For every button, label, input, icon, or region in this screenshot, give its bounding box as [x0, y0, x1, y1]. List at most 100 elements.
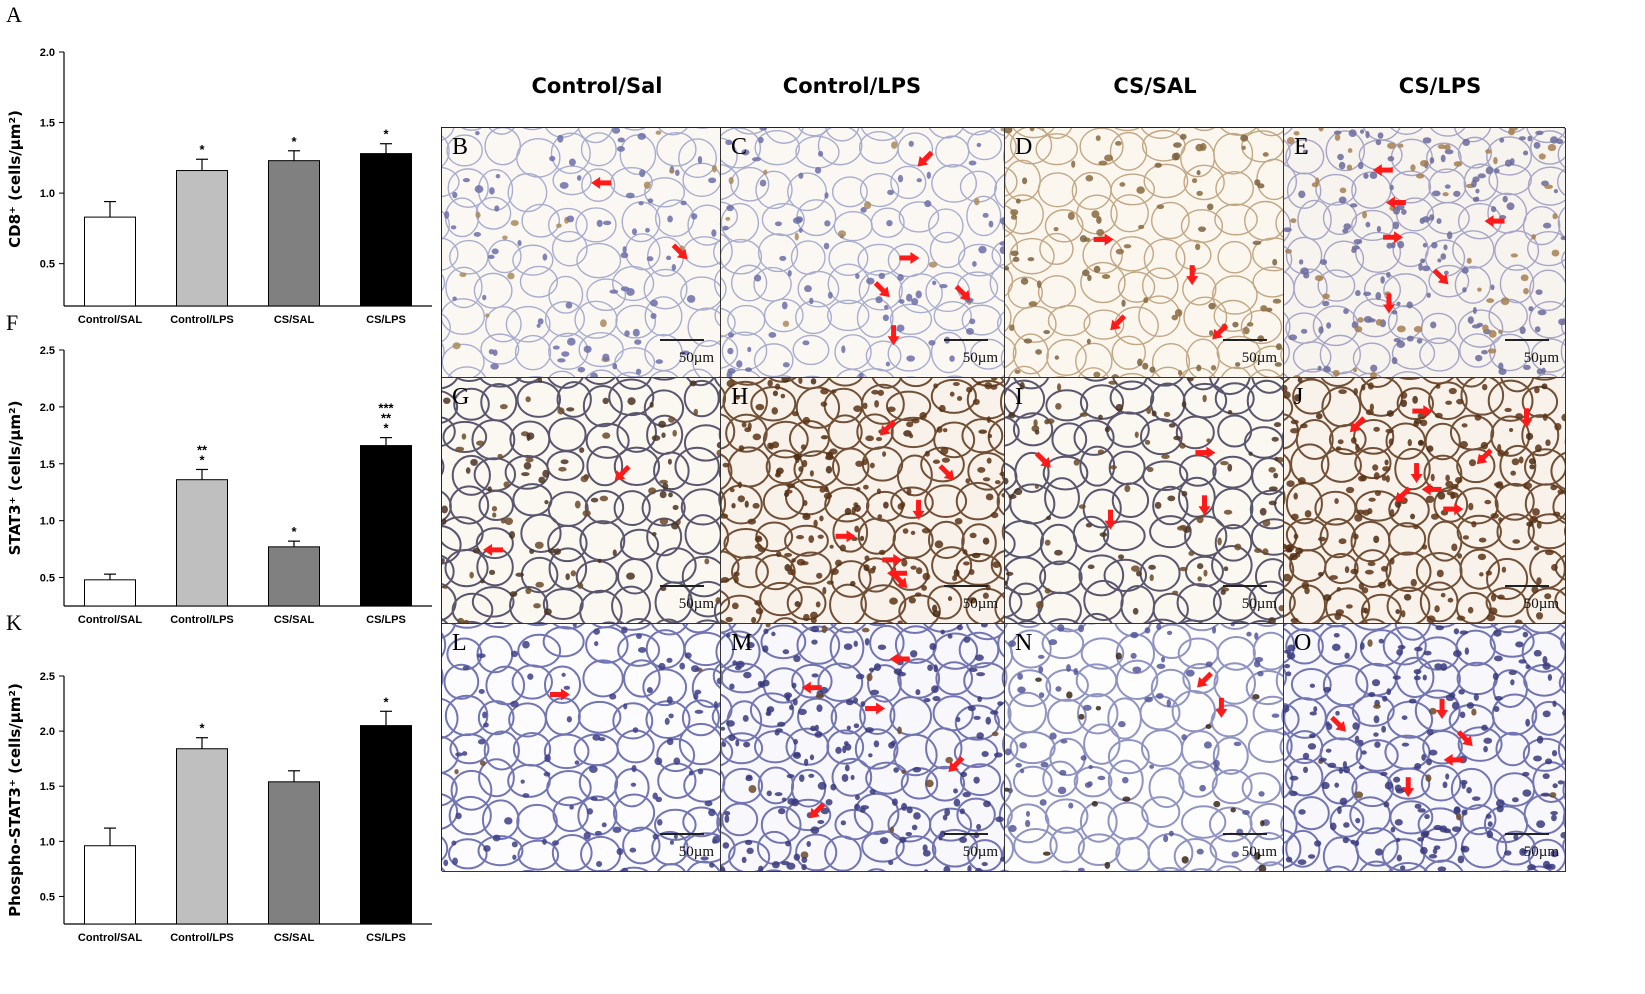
- scale-bar-label: 50µm: [1241, 350, 1277, 366]
- significance-marker: ***: [378, 401, 394, 416]
- scale-bar: [944, 339, 988, 341]
- y-axis-label: CD8⁺ (cells/µm²): [6, 110, 24, 248]
- red-arrow-marker: [1432, 268, 1449, 285]
- micrograph-panel-d: D 50µm: [1005, 128, 1284, 378]
- tissue-image: [442, 128, 720, 377]
- micrograph-letter: M: [731, 630, 753, 656]
- red-arrow-marker: [1186, 265, 1199, 286]
- category-label: CS/LPS: [366, 932, 406, 944]
- tissue-image: [721, 624, 1004, 871]
- y-tick-label: 2.5: [40, 345, 55, 357]
- red-arrow-marker: [917, 150, 934, 167]
- red-arrow-marker: [1421, 483, 1442, 496]
- scale-bar-label: 50µm: [962, 350, 998, 366]
- red-arrow-marker: [1476, 448, 1493, 465]
- micrograph-letter: G: [452, 384, 470, 410]
- y-tick-label: 2.0: [40, 402, 55, 414]
- micrograph-letter: J: [1294, 384, 1304, 410]
- significance-marker: *: [383, 694, 389, 709]
- micrograph-panel-h: H 50µm: [721, 378, 1005, 624]
- scale-bar: [944, 833, 988, 835]
- y-tick-label: 2.0: [40, 726, 55, 738]
- red-arrow-marker: [1330, 715, 1347, 732]
- tissue-image: [721, 378, 1004, 623]
- bar: [84, 845, 136, 925]
- red-arrow-marker: [614, 464, 631, 481]
- tissue-image: [1005, 624, 1283, 871]
- bar: [360, 445, 412, 607]
- scale-bar: [1505, 585, 1549, 587]
- micrograph-letter: H: [731, 384, 749, 410]
- column-header-cs-lps: CS/LPS: [1398, 74, 1482, 98]
- red-arrow-marker: [1412, 405, 1433, 418]
- category-label: Control/SAL: [78, 614, 142, 626]
- red-arrow-marker: [1520, 408, 1533, 429]
- category-label: Control/LPS: [170, 932, 234, 944]
- red-arrow-marker: [891, 572, 908, 589]
- red-arrow-marker: [1484, 215, 1505, 228]
- panel-letter-f: F: [6, 310, 19, 335]
- scale-bar-label: 50µm: [962, 844, 998, 860]
- red-arrow-marker: [801, 681, 822, 694]
- red-arrow-marker: [591, 176, 612, 189]
- significance-marker: *: [383, 421, 389, 436]
- y-tick-label: 0.5: [40, 573, 55, 585]
- scale-bar: [660, 585, 704, 587]
- red-arrow-marker: [865, 702, 886, 715]
- significance-marker: *: [199, 142, 205, 157]
- micrograph-panel-i: I 50µm: [1005, 378, 1284, 624]
- scale-bar-label: 50µm: [678, 350, 714, 366]
- micrograph-panel-c: C 50µm: [721, 128, 1005, 378]
- y-tick-label: 1.0: [40, 836, 55, 848]
- tissue-image: [1284, 128, 1565, 377]
- y-tick-label: 1.5: [40, 118, 55, 130]
- bar: [84, 216, 136, 307]
- tissue-image: [1284, 624, 1565, 871]
- red-arrow-marker: [882, 553, 903, 566]
- micrograph-panel-l: L 50µm: [442, 624, 721, 872]
- red-arrow-marker: [1197, 671, 1213, 688]
- phospho-stat3-bar-chart: 0.5 1.0 1.5 2.0 2.5 Phospho-STAT3⁺ (cells/µm²…: [6, 671, 432, 944]
- y-tick-label: 0.5: [40, 891, 55, 903]
- red-arrow-marker: [1402, 777, 1415, 798]
- red-arrow-marker: [1443, 503, 1464, 516]
- y-tick-label: 0.5: [40, 259, 55, 271]
- category-label: CS/LPS: [366, 314, 406, 326]
- y-tick-label: 1.5: [40, 459, 55, 471]
- red-arrow-marker: [899, 251, 920, 264]
- scale-bar: [1505, 833, 1549, 835]
- red-arrow-marker: [1198, 495, 1211, 516]
- red-arrow-marker: [1443, 753, 1464, 766]
- tissue-image: [1005, 128, 1283, 377]
- micrograph-panel-b: B 50µm: [442, 128, 721, 378]
- micrograph-panel-e: E 50µm: [1284, 128, 1566, 378]
- cd8-bar-chart: 0.5 1.0 1.5 2.0 CD8⁺ (cells/µm²) Control/SAL C…: [6, 47, 432, 326]
- tissue-image: [721, 128, 1004, 377]
- significance-marker: *: [291, 524, 297, 539]
- tissue-image: [1005, 378, 1283, 623]
- red-arrow-marker: [1349, 416, 1366, 433]
- significance-marker: **: [197, 442, 208, 457]
- scale-bar: [660, 339, 704, 341]
- significance-marker: *: [291, 134, 297, 149]
- y-tick-label: 1.0: [40, 188, 55, 200]
- red-arrow-marker: [1212, 323, 1229, 340]
- category-label: Control/SAL: [78, 314, 142, 326]
- red-arrow-marker: [1034, 451, 1051, 468]
- red-arrow-marker: [671, 243, 688, 260]
- bar: [84, 579, 136, 607]
- bar: [268, 546, 320, 607]
- category-label: Control/LPS: [170, 314, 234, 326]
- red-arrow-marker: [1104, 509, 1117, 530]
- scale-bar-label: 50µm: [1241, 596, 1277, 612]
- red-arrow-marker: [549, 688, 570, 701]
- column-header-cs-sal: CS/SAL: [1113, 74, 1197, 98]
- y-tick-label: 1.0: [40, 516, 55, 528]
- micrograph-letter: D: [1015, 134, 1033, 160]
- bar: [176, 748, 228, 925]
- micrograph-letter: I: [1015, 384, 1023, 410]
- y-tick-label: 2.5: [40, 671, 55, 683]
- scale-bar-label: 50µm: [1241, 844, 1277, 860]
- category-label: CS/SAL: [274, 932, 315, 944]
- scale-bar-label: 50µm: [678, 596, 714, 612]
